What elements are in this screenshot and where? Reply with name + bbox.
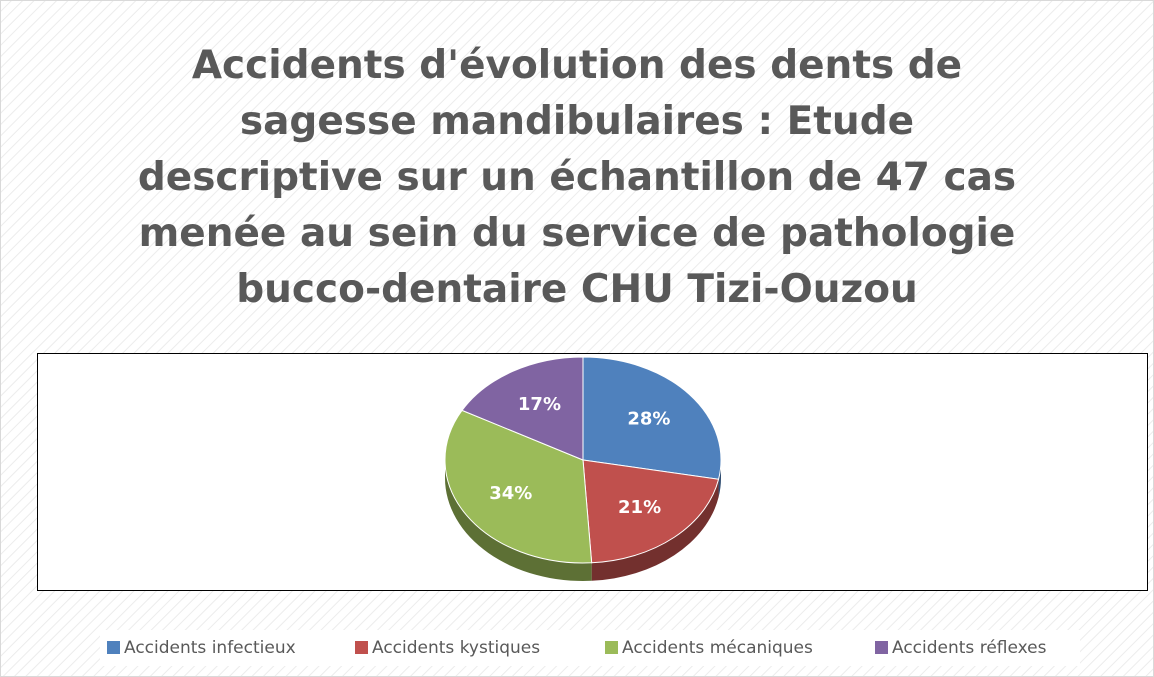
legend-swatch xyxy=(107,641,120,654)
legend-swatch xyxy=(605,641,618,654)
pie-slice xyxy=(461,356,584,461)
data-label: 28% xyxy=(627,408,670,429)
legend-label: Accidents kystiques xyxy=(372,638,540,658)
legend-label: Accidents mécaniques xyxy=(622,638,813,658)
slice-side xyxy=(591,479,719,581)
data-label: 34% xyxy=(489,483,532,504)
legend-box xyxy=(100,630,1080,666)
slice-side xyxy=(718,460,721,498)
legend-swatch xyxy=(355,641,368,654)
legend-label: Accidents réflexes xyxy=(892,638,1047,658)
pie-slice xyxy=(582,356,722,480)
legend-label: Accidents infectieux xyxy=(124,638,296,658)
data-label: 21% xyxy=(618,497,661,518)
legend-swatch xyxy=(875,641,888,654)
pie-slice xyxy=(582,459,720,564)
slice-side xyxy=(445,460,592,581)
data-label: 17% xyxy=(518,394,561,415)
chart-title: Accidents d'évolution des dents de sages… xyxy=(137,43,1017,312)
